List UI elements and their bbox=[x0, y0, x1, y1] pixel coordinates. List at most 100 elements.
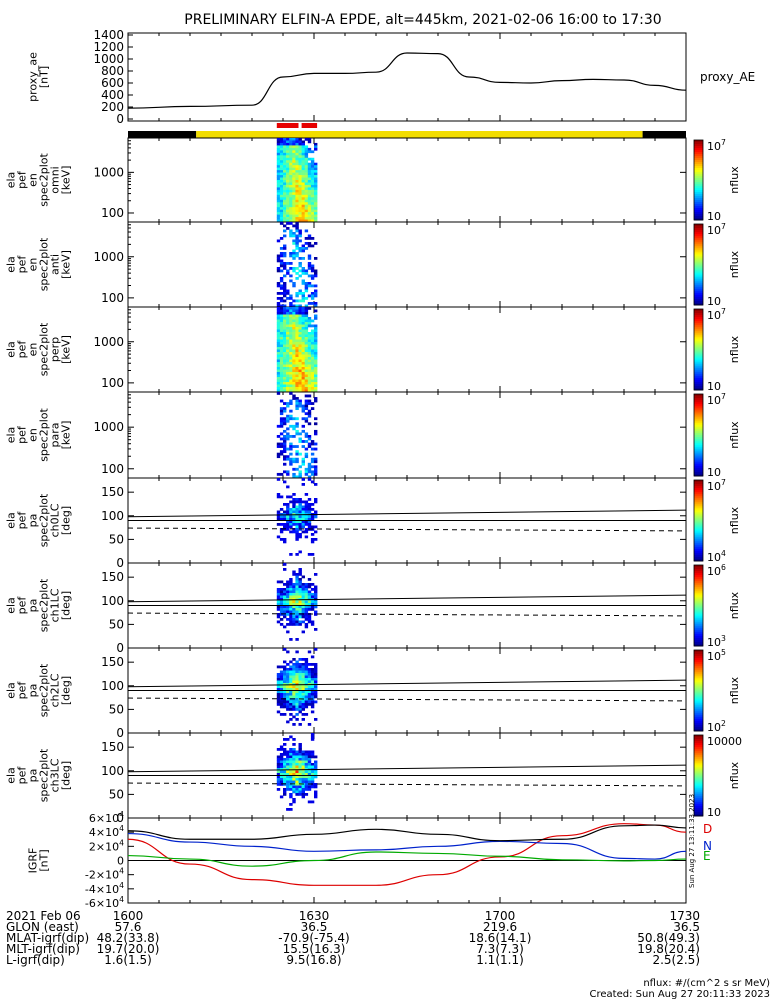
heatmap-cell bbox=[301, 680, 305, 684]
colorbar-swatch bbox=[694, 154, 703, 157]
heatmap-cell bbox=[310, 678, 315, 681]
y-tick-label-base: -2×10 bbox=[85, 869, 119, 882]
heatmap-cell bbox=[314, 603, 318, 606]
heatmap-cell bbox=[301, 197, 305, 201]
heatmap-cell bbox=[292, 309, 296, 313]
heatmap-cell bbox=[295, 755, 299, 759]
heatmap-cell bbox=[295, 528, 299, 531]
heatmap-cell bbox=[304, 362, 309, 365]
heatmap-cell bbox=[295, 160, 299, 164]
heatmap-cell bbox=[292, 758, 296, 761]
heatmap-cell bbox=[298, 317, 302, 320]
heatmap-cell bbox=[292, 138, 296, 141]
heatmap-cell bbox=[286, 202, 290, 206]
heatmap-cell bbox=[314, 379, 318, 383]
heatmap-cell bbox=[279, 297, 284, 300]
heatmap-cell bbox=[314, 695, 318, 699]
heatmap-cell bbox=[295, 422, 299, 426]
heatmap-cell bbox=[301, 510, 305, 514]
heatmap-cell bbox=[276, 152, 281, 156]
colorbar-swatch bbox=[694, 410, 703, 413]
heatmap-cell bbox=[298, 369, 302, 373]
ylabel-line: [keV] bbox=[60, 335, 73, 364]
heatmap-cell bbox=[289, 167, 293, 171]
heatmap-cell bbox=[295, 234, 299, 238]
heatmap-cell bbox=[292, 528, 296, 531]
heatmap-cell bbox=[283, 525, 287, 529]
heatmap-cell bbox=[286, 262, 290, 265]
heatmap-cell bbox=[304, 700, 309, 704]
heatmap-cell bbox=[292, 503, 296, 506]
heatmap-cell bbox=[298, 319, 302, 323]
heatmap-cell bbox=[307, 693, 312, 696]
colorbar-swatch bbox=[694, 692, 703, 696]
heatmap-cell bbox=[286, 470, 290, 474]
heatmap-cell bbox=[286, 379, 290, 383]
heatmap-cell bbox=[283, 349, 287, 353]
heatmap-cell bbox=[301, 500, 305, 504]
colorbar-swatch bbox=[694, 809, 703, 813]
y-tick-label: -6×104 bbox=[85, 895, 124, 910]
heatmap-cell bbox=[298, 175, 302, 178]
heatmap-cell bbox=[279, 748, 284, 751]
heatmap-cell bbox=[304, 763, 309, 766]
heatmap-cell bbox=[310, 194, 315, 198]
heatmap-cell bbox=[289, 457, 293, 461]
heatmap-cell bbox=[292, 573, 296, 576]
science-zone-marker bbox=[301, 123, 318, 128]
heatmap-cell bbox=[301, 160, 305, 164]
heatmap-cell bbox=[292, 175, 296, 178]
heatmap-cell bbox=[279, 680, 284, 684]
heatmap-cell bbox=[283, 793, 287, 796]
heatmap-cell bbox=[283, 510, 287, 514]
heatmap-cell bbox=[295, 327, 299, 330]
heatmap-cell bbox=[283, 780, 287, 784]
heatmap-cell bbox=[307, 498, 312, 501]
heatmap-cell bbox=[295, 369, 299, 373]
heatmap-cell bbox=[310, 349, 315, 353]
heatmap-cell bbox=[307, 204, 312, 208]
heatmap-cell bbox=[286, 678, 290, 681]
heatmap-cell bbox=[286, 155, 290, 159]
heatmap-cell bbox=[289, 693, 293, 696]
heatmap-cell bbox=[298, 332, 302, 335]
colorbar-swatch bbox=[694, 546, 703, 550]
heatmap-cell bbox=[289, 788, 293, 791]
colorbar-swatch bbox=[694, 757, 703, 760]
heatmap-cell bbox=[298, 585, 302, 589]
heatmap-cell bbox=[295, 417, 299, 421]
heatmap-cell bbox=[301, 257, 305, 260]
heatmap-cell bbox=[314, 693, 318, 696]
heatmap-cell bbox=[314, 189, 318, 193]
heatmap-cell bbox=[304, 750, 309, 754]
heatmap-cell bbox=[279, 312, 284, 315]
heatmap-cell bbox=[289, 294, 293, 298]
heatmap-cell bbox=[310, 778, 315, 781]
heatmap-cell bbox=[298, 623, 302, 626]
heatmap-cell bbox=[295, 593, 299, 596]
heatmap-cell bbox=[279, 442, 284, 446]
y-tick-label: 100 bbox=[101, 206, 124, 220]
heatmap-cell bbox=[301, 703, 305, 706]
heatmap-cell bbox=[292, 467, 296, 471]
figure-title: PRELIMINARY ELFIN-A EPDE, alt=445km, 202… bbox=[184, 12, 661, 28]
heatmap-cell bbox=[283, 384, 287, 388]
colorbar-swatch bbox=[694, 428, 703, 432]
heatmap-cell bbox=[298, 763, 302, 766]
heatmap-cell bbox=[289, 435, 293, 438]
heatmap-cell bbox=[295, 783, 299, 786]
heatmap-cell bbox=[301, 247, 305, 250]
heatmap-cell bbox=[286, 673, 290, 676]
heatmap-cell bbox=[283, 540, 287, 544]
heatmap-cell bbox=[307, 467, 312, 471]
heatmap-cell bbox=[283, 462, 287, 466]
colorbar-swatch bbox=[694, 597, 703, 600]
heatmap-cell bbox=[304, 327, 309, 330]
heatmap-cell bbox=[286, 175, 290, 178]
heatmap-cell bbox=[301, 155, 305, 159]
heatmap-cell bbox=[292, 680, 296, 684]
heatmap-cell bbox=[286, 184, 290, 188]
colorbar-swatch bbox=[694, 327, 703, 330]
heatmap-cell bbox=[304, 369, 309, 373]
heatmap-cell bbox=[298, 327, 302, 330]
